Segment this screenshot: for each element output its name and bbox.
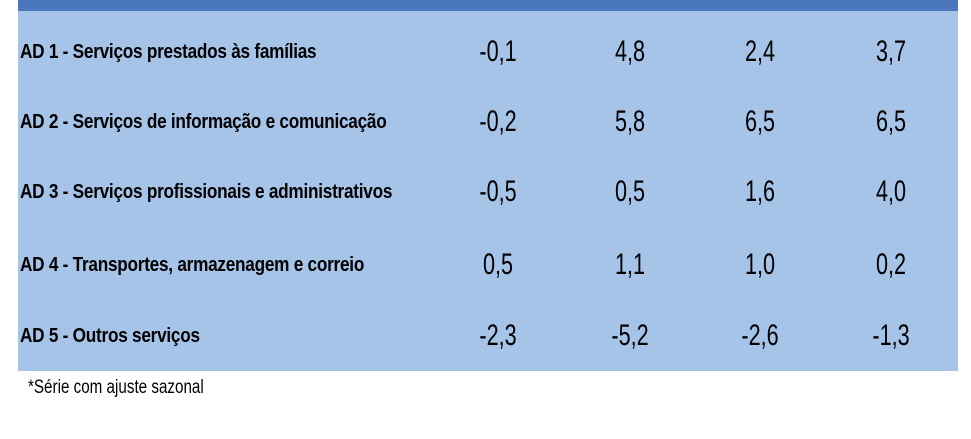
table-row: AD 3 - Serviços profissionais e administ… — [18, 168, 958, 216]
table-row: AD 4 - Transportes, armazenagem e correi… — [18, 241, 958, 289]
table-cell: 5,8 — [614, 105, 646, 138]
table-cell: -0,1 — [479, 35, 517, 68]
footnote: *Série com ajuste sazonal — [28, 377, 204, 398]
row-label: AD 3 - Serviços profissionais e administ… — [20, 181, 393, 203]
table-row: AD 2 - Serviços de informação e comunica… — [18, 98, 958, 146]
row-label: AD 4 - Transportes, armazenagem e correi… — [20, 254, 365, 276]
table-header-bar — [18, 0, 958, 11]
row-label: AD 5 - Outros serviços — [20, 325, 200, 347]
table-cell: 6,5 — [875, 105, 907, 138]
row-label: AD 1 - Serviços prestados às famílias — [20, 41, 317, 63]
table-cell: -1,3 — [872, 319, 910, 352]
table-cell: 1,0 — [744, 248, 776, 281]
table-cell: -0,5 — [479, 175, 517, 208]
table-row: AD 5 - Outros serviços -2,3 -5,2 -2,6 -1… — [18, 312, 958, 360]
table-cell: -0,2 — [479, 105, 517, 138]
table-cell: 0,5 — [482, 248, 514, 281]
table-cell: 0,5 — [614, 175, 646, 208]
table-row: AD 1 - Serviços prestados às famílias -0… — [18, 28, 958, 76]
row-label: AD 2 - Serviços de informação e comunica… — [20, 111, 387, 133]
table-cell: -2,3 — [479, 319, 517, 352]
table-cell: 4,0 — [875, 175, 907, 208]
table-cell: 6,5 — [744, 105, 776, 138]
table-cell: 4,8 — [614, 35, 646, 68]
table-cell: -5,2 — [611, 319, 649, 352]
table-cell: 2,4 — [744, 35, 776, 68]
table-cell: 0,2 — [875, 248, 907, 281]
data-table: AD 1 - Serviços prestados às famílias -0… — [18, 0, 958, 371]
table-cell: 3,7 — [875, 35, 907, 68]
table-cell: 1,1 — [614, 248, 646, 281]
table-cell: -2,6 — [741, 319, 779, 352]
table-cell: 1,6 — [744, 175, 776, 208]
